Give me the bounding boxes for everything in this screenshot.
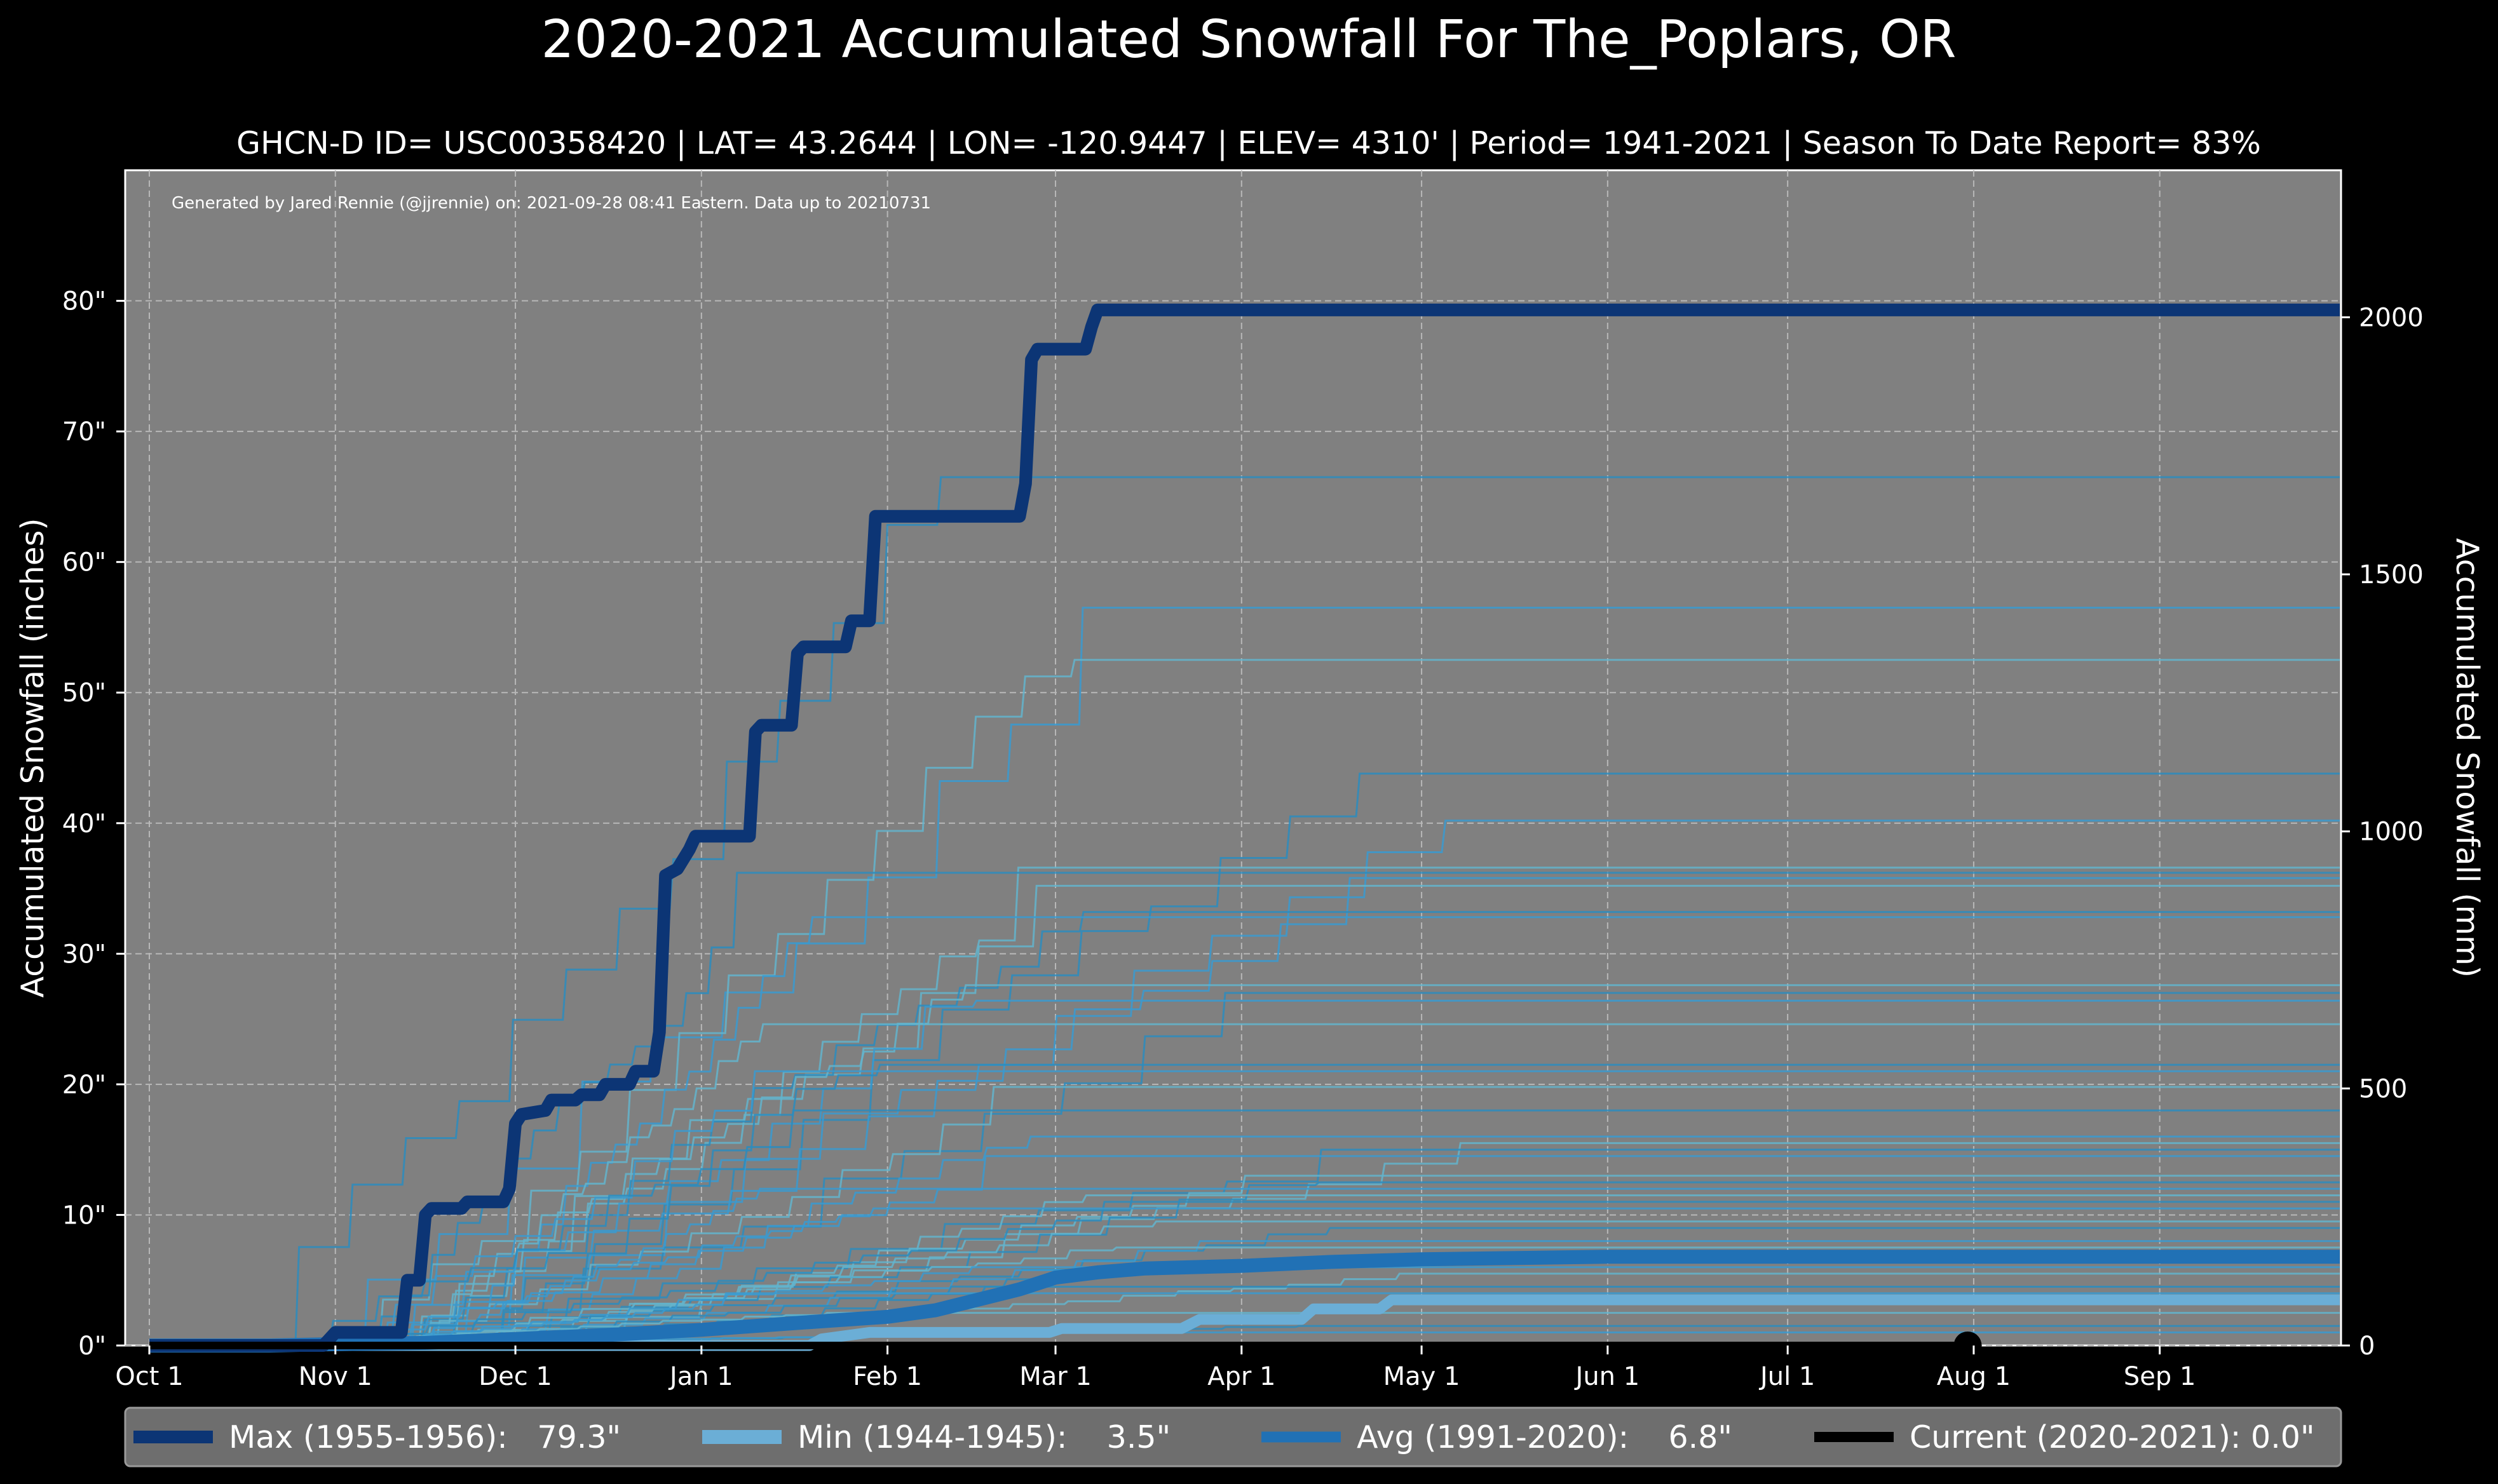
credit-text: Generated by Jared Rennie (@jjrennie) on… (172, 194, 931, 213)
y-right-tick-label: 2000 (2359, 303, 2424, 332)
y-axis-right-ticks: 0 500 1000 1500 2000 (2341, 303, 2424, 1361)
y-axis-ticks: 0" 10" 20" 30" 40" 50" 60" 70" 80" (62, 287, 125, 1361)
historical-season-line (149, 867, 2340, 1347)
legend-entry-label: Current (2020-2021): 0.0" (1910, 1419, 2314, 1455)
historical-season-line (149, 659, 2340, 1347)
x-tick-label: Apr 1 (1207, 1362, 1275, 1391)
x-tick-label: Nov 1 (299, 1362, 372, 1391)
historical-season-line (149, 1187, 2340, 1347)
y-right-tick-label: 0 (2359, 1332, 2375, 1361)
y-tick-label: 20" (62, 1070, 106, 1100)
y-axis-label: Accumulated Snowfall (inches) (15, 518, 51, 998)
historical-season-line (149, 1023, 2340, 1347)
historical-season-line (149, 877, 2340, 1347)
legend-entry-label: Max (1955-1956): 79.3" (229, 1419, 621, 1455)
grid-lines (125, 170, 2341, 1346)
y-tick-label: 40" (62, 809, 106, 839)
legend: Max (1955-1956): 79.3" Min (1944-1945): 3… (133, 1419, 2314, 1455)
chart-subtitle: GHCN-D ID= USC00358420 | LAT= 43.2644 | … (236, 125, 2261, 161)
historical-season-line (149, 820, 2340, 1347)
y-axis-right-label: Accumulated Snowfall (mm) (2449, 538, 2485, 978)
y-right-tick-label: 1000 (2359, 818, 2424, 847)
x-tick-label: Feb 1 (853, 1362, 922, 1391)
historical-season-line (149, 984, 2340, 1347)
y-tick-label: 50" (62, 678, 106, 708)
x-tick-label: Oct 1 (115, 1362, 183, 1391)
legend-entry-label: Avg (1991-2020): 6.8" (1357, 1419, 1732, 1455)
x-tick-label: Jan 1 (668, 1362, 733, 1391)
historical-season-line (149, 1207, 2340, 1347)
y-tick-label: 70" (62, 417, 106, 447)
x-axis-ticks: Oct 1 Nov 1 Dec 1 Jan 1 Feb 1 Mar 1 Apr 1 May 1… (115, 1346, 2196, 1391)
y-right-tick-label: 1500 (2359, 560, 2424, 590)
historical-season-line (149, 1201, 2340, 1347)
historical-season-line (149, 916, 2340, 1347)
plot-area (124, 169, 2342, 1347)
x-tick-label: Mar 1 (1019, 1362, 1092, 1391)
y-tick-label: 0" (78, 1332, 106, 1361)
y-tick-label: 30" (62, 940, 106, 969)
highlighted-series-lines (149, 303, 2340, 1359)
y-tick-label: 60" (62, 548, 106, 577)
x-tick-label: Aug 1 (1937, 1362, 2011, 1391)
chart-title: 2020-2021 Accumulated Snowfall For The_P… (541, 10, 1957, 70)
current-end-marker (1953, 1332, 1982, 1359)
y-tick-label: 10" (62, 1201, 106, 1230)
x-tick-label: Sep 1 (2124, 1362, 2196, 1391)
series-line-min (149, 1294, 2340, 1351)
historical-season-line (149, 1135, 2340, 1347)
x-tick-label: Jul 1 (1758, 1362, 1815, 1391)
legend-box (124, 1406, 2342, 1467)
historical-season-line (149, 1142, 2340, 1347)
x-tick-label: May 1 (1383, 1362, 1460, 1391)
series-line-max (149, 303, 2340, 1352)
legend-entry-label: Min (1944-1945): 3.5" (798, 1419, 1171, 1455)
y-tick-label: 80" (62, 287, 106, 316)
x-tick-label: Jun 1 (1574, 1362, 1640, 1391)
historical-season-line (149, 1109, 2340, 1347)
historical-season-line (149, 1155, 2340, 1347)
y-right-tick-label: 500 (2359, 1074, 2407, 1103)
historical-season-line (149, 1194, 2340, 1347)
x-tick-label: Dec 1 (479, 1362, 552, 1391)
historical-season-lines (149, 476, 2340, 1347)
historical-season-line (149, 911, 2340, 1347)
